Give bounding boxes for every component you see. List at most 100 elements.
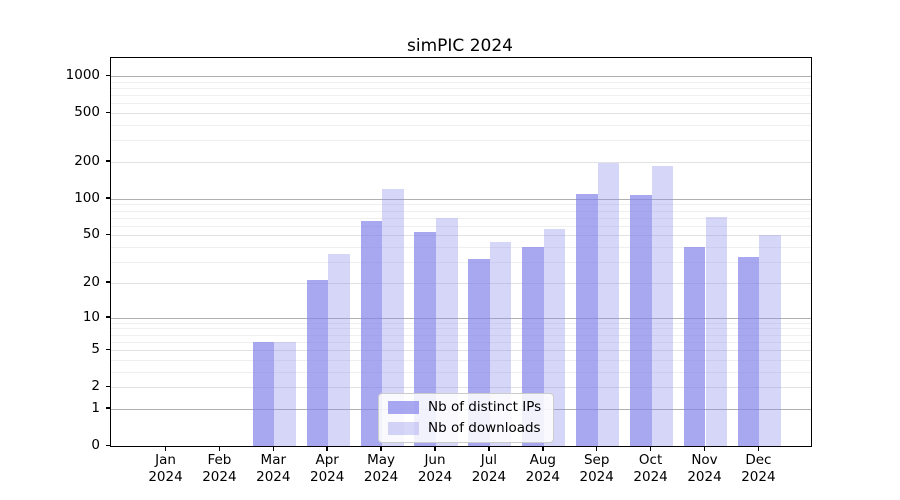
bar-downloads-aug — [543, 229, 566, 446]
bar-distinct-ips-may — [360, 220, 383, 446]
bar-distinct-ips-sep — [576, 193, 598, 446]
bar-distinct-ips-mar — [252, 341, 275, 446]
legend-label-distinct-ips: Nb of distinct IPs — [428, 399, 542, 415]
x-tick — [434, 446, 436, 451]
y-tick-label: 1000 — [65, 67, 100, 83]
legend-swatch-distinct-ips — [388, 401, 419, 414]
gridline-major — [111, 198, 811, 200]
x-tick-month: Oct — [638, 452, 663, 468]
y-tick — [106, 316, 110, 318]
gridline-labeled — [111, 161, 811, 163]
x-tick-year: 2024 — [310, 469, 345, 485]
gridline-minor — [111, 81, 811, 83]
x-tick-label-nov: Nov 2024 — [670, 452, 740, 486]
y-tick — [106, 281, 110, 283]
gridline-minor — [111, 262, 811, 264]
x-tick-label-mar: Mar 2024 — [238, 452, 308, 486]
x-tick — [757, 446, 760, 451]
x-tick-label-apr: Apr 2024 — [292, 452, 362, 486]
x-tick-label-jun: Jun 2024 — [400, 452, 470, 486]
x-tick — [326, 446, 328, 451]
gridline-minor — [111, 124, 811, 126]
x-tick-month: Jun — [424, 452, 446, 468]
y-tick — [106, 160, 110, 162]
y-tick — [106, 74, 110, 76]
x-tick — [380, 446, 382, 451]
x-tick-month: Dec — [745, 452, 772, 468]
y-tick-label: 5 — [91, 341, 100, 358]
y-tick-label: 0 — [91, 437, 100, 453]
bar-distinct-ips-nov — [683, 247, 706, 446]
x-tick-month: Nov — [691, 452, 718, 468]
gridline-minor — [111, 334, 811, 336]
y-tick-label: 20 — [82, 273, 100, 290]
gridline-minor — [111, 225, 811, 227]
y-tick-label: 500 — [74, 104, 100, 121]
gridline-labeled — [111, 282, 811, 284]
x-tick-label-sep: Sep 2024 — [562, 452, 632, 486]
x-tick-label-feb: Feb 2024 — [184, 452, 254, 486]
legend-label-downloads: Nb of downloads — [428, 420, 541, 436]
x-tick-year: 2024 — [148, 469, 183, 485]
legend-swatch-downloads — [388, 422, 419, 435]
x-tick — [272, 446, 275, 451]
y-tick-label: 1 — [91, 399, 100, 416]
x-tick — [542, 446, 544, 451]
gridline-labeled — [111, 113, 811, 115]
bar-downloads-apr — [328, 254, 350, 446]
x-tick-label-jan: Jan 2024 — [131, 452, 201, 486]
x-tick — [703, 446, 706, 451]
x-tick — [164, 446, 167, 451]
x-tick-year: 2024 — [471, 469, 507, 485]
bar-distinct-ips-oct — [630, 194, 652, 446]
x-tick-year: 2024 — [633, 469, 668, 485]
gridline-minor — [111, 95, 811, 97]
y-tick — [106, 444, 110, 446]
x-tick-month: May — [367, 452, 396, 468]
legend-entry-downloads: Nb of downloads — [388, 420, 541, 437]
gridline-minor — [111, 87, 811, 89]
y-tick — [106, 233, 110, 236]
x-tick — [649, 446, 652, 451]
y-tick-label: 100 — [74, 189, 100, 206]
gridline-minor — [111, 217, 811, 219]
bar-downloads-dec — [759, 235, 781, 446]
bar-downloads-oct — [651, 165, 674, 446]
x-tick-month: Jul — [480, 452, 498, 468]
gridline-major — [111, 76, 811, 77]
gridline-minor — [111, 341, 811, 343]
x-tick-year: 2024 — [202, 469, 237, 485]
bar-distinct-ips-dec — [737, 257, 760, 446]
y-tick — [106, 348, 110, 351]
gridline-minor — [111, 204, 811, 206]
bar-downloads-may — [382, 188, 404, 446]
gridline-labeled — [111, 350, 811, 352]
x-tick-year: 2024 — [256, 469, 291, 485]
x-tick-year: 2024 — [579, 469, 614, 485]
x-tick — [218, 446, 221, 451]
y-tick-label: 50 — [82, 226, 100, 243]
y-tick-label: 10 — [82, 308, 100, 325]
gridline-minor — [111, 322, 811, 324]
bar-downloads-sep — [597, 163, 620, 446]
y-tick-label: 2 — [91, 378, 100, 395]
bar-downloads-nov — [705, 216, 728, 446]
x-tick-month: Sep — [583, 452, 610, 468]
gridline-minor — [111, 210, 811, 212]
gridline-minor — [111, 328, 811, 330]
x-tick — [488, 446, 490, 451]
x-tick — [595, 446, 598, 451]
x-tick-month: Mar — [260, 452, 287, 468]
x-tick-label-aug: Aug 2024 — [508, 452, 578, 486]
x-tick-label-dec: Dec 2024 — [723, 452, 793, 486]
y-tick — [106, 111, 110, 114]
x-tick-month: Jan — [155, 452, 176, 468]
x-tick-month: Aug — [529, 452, 556, 468]
bar-downloads-mar — [274, 341, 296, 446]
bar-distinct-ips-apr — [306, 280, 329, 446]
y-tick — [106, 197, 110, 199]
gridline-labeled — [111, 235, 811, 237]
bar-downloads-jun — [436, 217, 458, 446]
x-tick-label-may: May 2024 — [346, 452, 416, 486]
